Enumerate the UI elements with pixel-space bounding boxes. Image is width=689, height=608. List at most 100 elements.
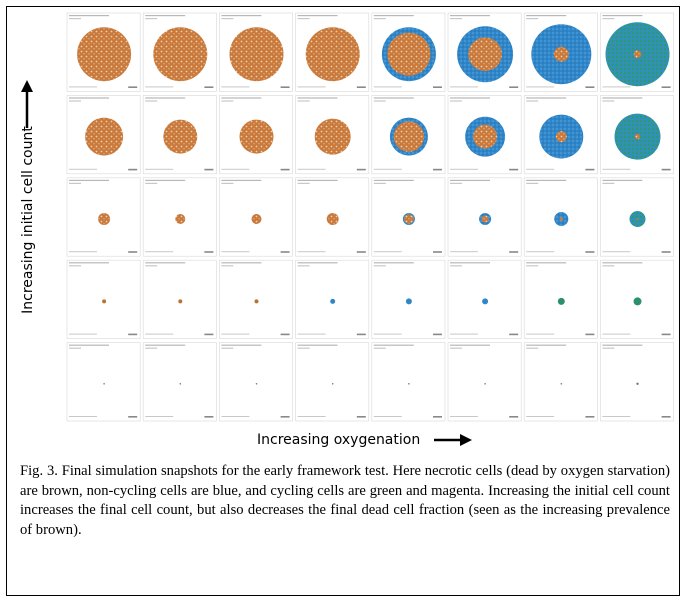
panel-header (602, 97, 643, 99)
cell-colony (239, 119, 274, 154)
panel-header (221, 344, 262, 346)
panel-footer (69, 416, 97, 417)
panel-scale (585, 86, 595, 88)
necrotic-core (636, 218, 639, 220)
cell-colony (153, 27, 208, 82)
panel-header (526, 347, 539, 349)
necrotic-core (559, 217, 564, 221)
panel-header (145, 18, 158, 20)
panel-header (221, 97, 262, 99)
snapshot-panel (66, 177, 141, 257)
panel-scale (661, 251, 671, 253)
panel-footer (69, 251, 97, 253)
panel-footer (145, 333, 174, 335)
panel-scale (204, 416, 214, 418)
necrotic-core (473, 124, 498, 149)
panel-footer (450, 416, 478, 417)
panel-scale (509, 168, 519, 171)
panel-scale (128, 416, 138, 418)
snapshot-panel (295, 342, 370, 422)
panel-header (450, 15, 490, 17)
panel-header (450, 179, 490, 181)
cell-colony (98, 213, 111, 225)
snapshot-panel (66, 259, 141, 339)
snapshot-panel (371, 342, 446, 422)
panel-footer (373, 333, 402, 335)
panel-header (145, 97, 186, 99)
cell-colony (633, 297, 642, 306)
panel-scale (356, 333, 366, 336)
panel-header (221, 100, 234, 102)
panel-header (373, 15, 414, 17)
panel-scale (128, 86, 138, 88)
panel-footer (602, 86, 631, 88)
panel-scale (509, 251, 519, 253)
cell-colony (482, 298, 489, 305)
panel-header (145, 100, 158, 102)
panel-header (297, 97, 338, 99)
panel-header (602, 344, 643, 346)
panel-header (145, 262, 186, 264)
snapshot-panel (371, 259, 446, 339)
panel-header (373, 344, 414, 346)
panel-header (145, 179, 186, 181)
panel-scale (356, 416, 366, 418)
x-axis-label: Increasing oxygenation (257, 432, 420, 448)
necrotic-core (404, 214, 414, 224)
cell-colony (179, 383, 182, 385)
panel-footer (450, 333, 478, 335)
cell-colony (326, 213, 339, 225)
necrotic-core (387, 32, 431, 76)
cell-colony (254, 299, 259, 304)
cell-colony (255, 383, 258, 385)
y-axis-label: Increasing initial cell count (20, 126, 36, 314)
panel-scale (280, 86, 290, 88)
panel-header (526, 97, 567, 99)
panel-footer (145, 168, 174, 170)
y-arrow-head (21, 80, 33, 92)
panel-scale (280, 251, 290, 253)
cell-colony (175, 214, 186, 224)
panel-header (221, 347, 234, 349)
panel-scale (661, 416, 671, 418)
panel-scale (204, 251, 214, 253)
panel-scale (661, 86, 671, 88)
panel-header (526, 262, 567, 264)
panel-header (602, 18, 615, 20)
panel-header (373, 100, 386, 102)
panel-scale (280, 168, 290, 171)
panel-scale (585, 416, 595, 418)
panel-header (450, 347, 462, 349)
panel-header (602, 182, 615, 184)
panel-footer (145, 86, 174, 88)
panel-header (145, 15, 186, 17)
panel-header (450, 18, 462, 20)
panel-scale (128, 168, 138, 171)
panel-header (297, 262, 338, 264)
panel-header (297, 265, 310, 267)
panel-header (221, 182, 234, 184)
panel-header (373, 18, 386, 20)
panel-header (297, 15, 338, 17)
panel-footer (450, 251, 478, 253)
snapshot-panel (447, 342, 522, 422)
panel-header (221, 262, 262, 264)
panel-header (450, 262, 490, 264)
panel-header (450, 344, 490, 346)
panel-header (69, 182, 81, 184)
panel-scale (433, 86, 442, 88)
panel-header (69, 15, 109, 17)
panel-footer (69, 168, 97, 170)
panel-footer (602, 416, 631, 417)
snapshot-panel (447, 95, 522, 175)
panel-footer (373, 86, 402, 88)
snapshot-panel (600, 177, 674, 257)
panel-header (69, 347, 81, 349)
panel-footer (69, 86, 97, 88)
necrotic-core (468, 37, 502, 71)
panel-header (145, 344, 186, 346)
panel-header (373, 265, 386, 267)
figure-frame (6, 6, 680, 596)
caption: Fig. 3. Final simulation snapshots for t… (20, 463, 670, 538)
